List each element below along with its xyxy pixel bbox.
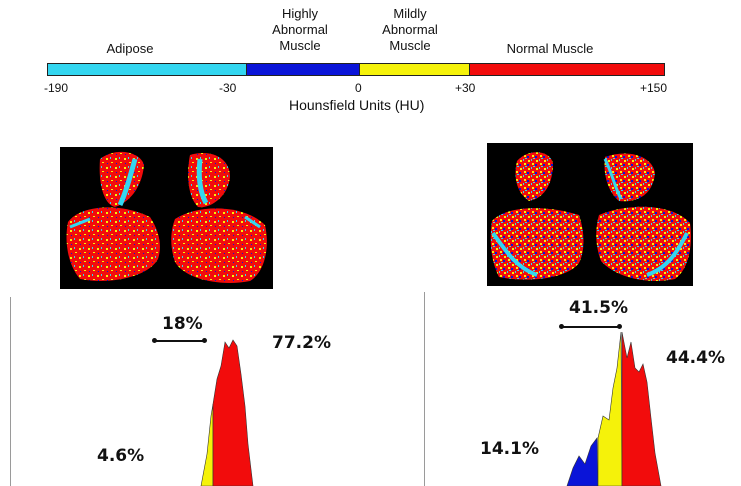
histogram-right-normal-area [621,331,662,486]
colorbar-segment-mildly-abnormal [359,64,469,75]
bracket-dot-right [617,324,622,329]
segment-label-mildly-abnormal: Mildly Abnormal Muscle [382,6,438,53]
tick-label-minus-190: -190 [44,81,69,95]
bracket-dot-left [559,324,564,329]
segment-label-highly-abnormal: Highly Abnormal Muscle [272,6,328,53]
bracket-dot-left [152,338,157,343]
colorbar-segment-adipose [48,64,247,75]
left-normal-pct: 77.2% [272,333,331,353]
histogram-right-highly-abnormal-area [566,437,599,486]
right-normal-pct: 44.4% [666,348,725,368]
bracket-dot-right [202,338,207,343]
colorbar-segment-highly-abnormal [246,64,360,75]
histogram-left-normal-area [212,339,254,486]
ct-scan-right-graphic [490,152,691,281]
ct-scan-left-graphic [66,151,267,283]
left-abnormal-range-bracket [152,338,207,343]
tick-label-minus-30: -30 [219,81,237,95]
tick-label-plus-150: +150 [640,81,668,95]
histogram-left [200,339,254,486]
right-panel-axis-line [424,292,425,486]
histogram-left-mildly-abnormal-area [200,403,214,486]
histogram-right-mildly-abnormal-area [597,331,623,486]
tick-label-0: 0 [355,81,362,95]
left-panel-axis-line [10,297,11,486]
right-abnormal-range-bracket [559,324,622,329]
left-adipose-pct: 4.6% [97,446,145,466]
colorbar-axis-title: Hounsfield Units (HU) [289,97,425,113]
ct-scan-left [60,147,273,289]
tick-label-plus-30: +30 [455,81,476,95]
colorbar-segment-normal [468,64,664,75]
segment-label-adipose: Adipose [106,41,154,56]
histogram-right [566,331,662,486]
left-abnormal-pct: 18% [162,314,203,334]
segment-label-normal-muscle: Normal Muscle [506,41,594,56]
colorbar [47,63,665,76]
right-adipose-pct: 14.1% [480,439,539,459]
right-abnormal-pct: 41.5% [569,298,628,318]
ct-scan-right [487,143,693,286]
